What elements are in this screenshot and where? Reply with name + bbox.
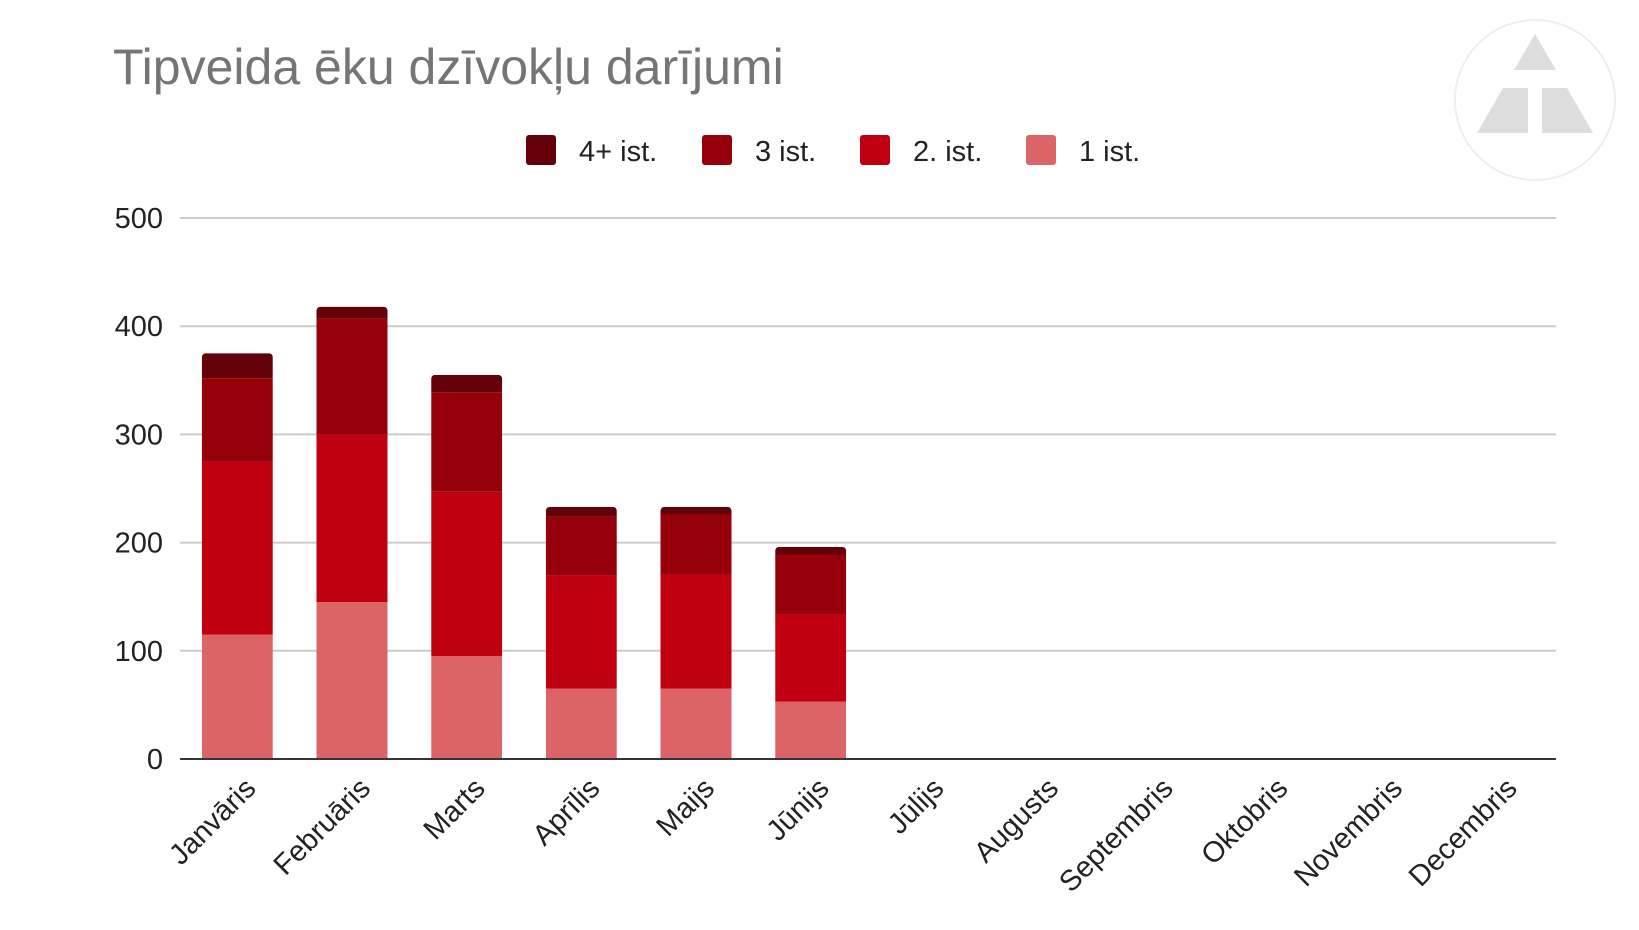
bar-segment (431, 491, 503, 657)
bar-segment (660, 506, 732, 515)
legend-swatch (526, 135, 556, 165)
bar-segment (775, 614, 847, 702)
y-tick-label: 0 (147, 744, 163, 776)
bar-segment (316, 318, 388, 435)
gridlines (180, 217, 1556, 652)
bar-stack (201, 353, 273, 759)
legend-label: 3 ist. (755, 136, 816, 168)
legend-swatch (702, 135, 732, 165)
legend-label: 2. ist. (913, 136, 982, 168)
logo-icon (1454, 19, 1616, 181)
legend-swatch (860, 135, 890, 165)
legend-label: 4+ ist. (579, 136, 657, 168)
x-tick-label: Aprīlis (527, 772, 607, 852)
bar-segment (201, 378, 273, 462)
y-tick-label: 500 (115, 203, 163, 235)
bar-segment (660, 573, 732, 689)
bar-stack (316, 306, 388, 759)
x-tick-label: Marts (418, 772, 492, 846)
bar-segment (775, 554, 847, 615)
legend-label: 1 ist. (1079, 136, 1140, 168)
bar-segment (201, 461, 273, 635)
y-tick-label: 400 (115, 311, 163, 343)
x-tick-label: Decembris (1403, 772, 1524, 893)
bar-segment (431, 374, 503, 393)
bar-stack (431, 374, 503, 759)
bar-segment (316, 602, 388, 759)
y-tick-label: 100 (115, 636, 163, 668)
x-tick-label: Novembris (1288, 772, 1409, 893)
legend-swatch (1026, 135, 1056, 165)
bar-stack (775, 546, 847, 759)
bar-segment (316, 306, 388, 319)
legend: 4+ ist. 3 ist. 2. ist. 1 ist. (526, 135, 1140, 168)
bar-segment (775, 546, 847, 555)
x-axis: Janvāris Februāris Marts Aprīlis Maijs Jūnijs… (163, 758, 1556, 899)
bar-segment (201, 353, 273, 379)
x-tick-label: Februāris (268, 772, 377, 881)
bar-segment (545, 516, 617, 576)
x-tick-label: Oktobris (1195, 772, 1294, 871)
y-tick-label: 300 (115, 419, 163, 451)
x-tick-label: Maijs (650, 772, 720, 842)
y-tick-label: 200 (115, 528, 163, 560)
bar-segment (660, 514, 732, 574)
bar-segment (660, 688, 732, 759)
bar-stack (545, 506, 617, 759)
x-tick-label: Jūnijs (761, 772, 836, 847)
bar-segment (775, 701, 847, 759)
bar-segment (431, 392, 503, 492)
x-tick-label: Jūlijs (882, 772, 950, 840)
bar-segment (545, 575, 617, 689)
bar-segment (431, 656, 503, 759)
x-tick-label: Septembris (1053, 772, 1179, 898)
x-tick-label: Janvāris (163, 772, 262, 871)
x-tick-label: Augusts (968, 772, 1065, 869)
chart-title: Tipveida ēku dzīvokļu darījumi (113, 39, 784, 95)
bar-segment (545, 688, 617, 759)
y-axis: 0 100 200 300 400 500 (115, 203, 163, 776)
bar-segment (316, 434, 388, 603)
bar-segment (545, 506, 617, 517)
bar-segment (201, 634, 273, 759)
bars (201, 306, 847, 759)
bar-stack (660, 506, 732, 759)
